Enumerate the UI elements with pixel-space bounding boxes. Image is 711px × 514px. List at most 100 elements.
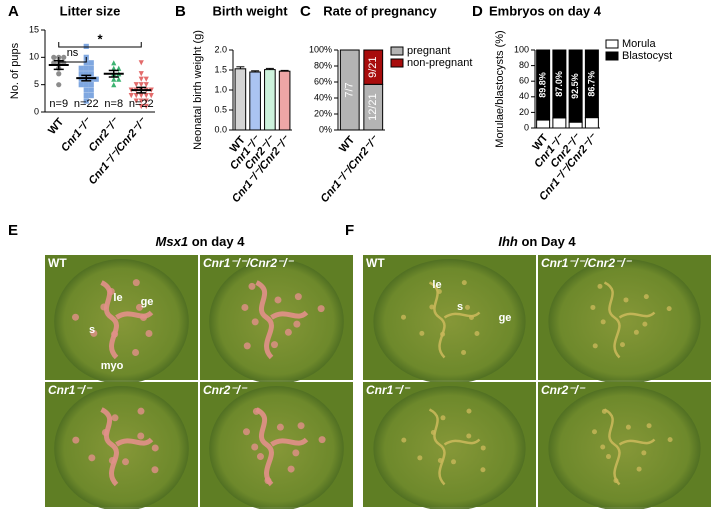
panel-label: B <box>175 3 186 20</box>
bar <box>234 68 247 131</box>
dot <box>138 98 144 104</box>
gland <box>591 429 597 435</box>
dot <box>138 71 144 77</box>
gland <box>72 436 80 444</box>
gland <box>108 457 116 465</box>
chart-title: Birth weight <box>212 3 288 18</box>
y-tick-label: 15 <box>29 24 39 34</box>
dot <box>116 65 122 71</box>
gene-name: Ihh <box>498 234 518 249</box>
lumen <box>100 407 154 487</box>
dot <box>88 76 94 82</box>
bar-segment <box>552 49 567 119</box>
gland <box>636 466 642 472</box>
annotation: s <box>457 301 463 313</box>
legend-label: pregnant <box>407 45 450 57</box>
legend-swatch <box>605 51 619 61</box>
y-tick-label: 60% <box>314 76 332 86</box>
bar-segment <box>568 121 583 129</box>
gland <box>100 303 108 311</box>
gland <box>287 465 295 473</box>
gland <box>101 429 109 437</box>
value-label: 86.7% <box>586 71 596 97</box>
dot <box>83 60 89 66</box>
legend-label: Morula <box>622 38 657 50</box>
gland <box>666 306 672 312</box>
title-text: on day 4 <box>192 234 246 249</box>
dot <box>148 93 154 99</box>
panel-title: Msx1 on day 4 <box>156 234 246 249</box>
chart-title: Litter size <box>60 3 121 18</box>
y-tick-label: 40 <box>519 91 529 101</box>
tile-label: Cnr1⁻/⁻/Cnr2⁻/⁻ <box>203 256 295 270</box>
gland <box>605 454 611 460</box>
bar <box>278 70 291 131</box>
gene-name: Msx1 <box>156 234 189 249</box>
gland <box>137 407 145 415</box>
dot <box>88 60 94 66</box>
y-tick-label: 80% <box>314 60 332 70</box>
dot <box>88 93 94 99</box>
gland <box>111 330 119 338</box>
value-label: 9/21 <box>367 56 379 77</box>
value-label: 89.8% <box>538 72 548 98</box>
dot <box>88 65 94 71</box>
gland <box>474 331 480 337</box>
y-tick-label: 10 <box>29 52 39 62</box>
lumen <box>603 281 656 359</box>
lumen <box>428 408 481 486</box>
tile-label: Cnr1⁻/⁻/Cnr2⁻/⁻ <box>541 256 633 270</box>
value-label: 92.5% <box>570 73 580 99</box>
x-tick-label: WT <box>337 134 357 155</box>
y-tick-label: 0 <box>524 122 529 132</box>
gland <box>633 329 639 335</box>
chart-title: Rate of pregnancy <box>323 3 437 18</box>
gland <box>469 315 474 320</box>
lumen <box>603 408 656 486</box>
legend-swatch <box>605 39 619 49</box>
bar-segment <box>584 49 599 119</box>
y-tick-label: 60 <box>519 76 529 86</box>
tile-label: Cnr2⁻/⁻ <box>541 383 586 397</box>
y-tick-label: 20 <box>519 107 529 117</box>
sig-bracket <box>58 42 142 48</box>
gland <box>600 444 606 450</box>
gland <box>601 408 607 414</box>
gland <box>137 432 145 440</box>
dot <box>88 87 94 93</box>
gland <box>151 466 159 474</box>
tissue <box>209 386 344 511</box>
dot <box>83 82 89 88</box>
dot <box>83 87 89 93</box>
gland <box>623 297 629 303</box>
dot <box>143 93 149 99</box>
y-tick-label: 40% <box>314 92 332 102</box>
gland <box>597 283 603 289</box>
bar-segment <box>584 117 599 129</box>
gland <box>451 459 457 465</box>
legend-swatch <box>390 46 404 56</box>
dot <box>111 60 117 66</box>
gland <box>401 314 407 320</box>
dot <box>111 76 117 82</box>
dot <box>88 71 94 77</box>
tissue <box>373 386 526 511</box>
dot <box>78 76 84 82</box>
dot <box>138 93 144 99</box>
lumen <box>255 280 309 360</box>
gland <box>107 288 115 296</box>
gland <box>251 443 259 451</box>
dot <box>143 82 149 88</box>
y-tick-label: 0 <box>34 106 39 116</box>
dot <box>93 76 99 82</box>
dot <box>56 71 62 77</box>
gland <box>274 296 282 304</box>
gland <box>625 424 631 430</box>
tile-label: Cnr1⁻/⁻ <box>366 383 411 397</box>
gland <box>264 477 272 485</box>
gland <box>417 455 423 461</box>
panel-label: D <box>472 3 483 20</box>
annotation: s <box>89 324 95 336</box>
y-tick-label: 1.5 <box>214 64 227 74</box>
